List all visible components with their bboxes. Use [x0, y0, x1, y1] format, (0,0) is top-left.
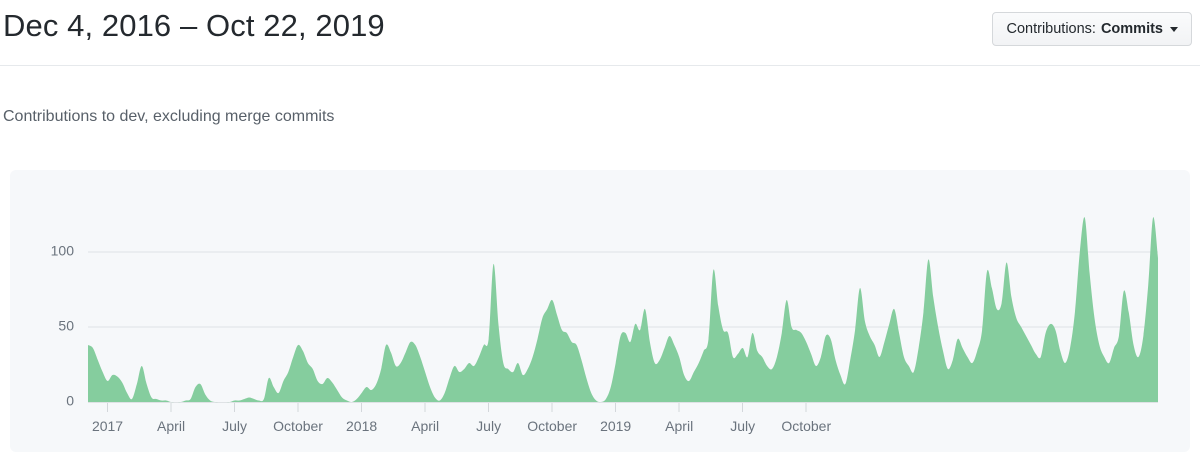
svg-text:October: October: [273, 418, 323, 434]
svg-text:2019: 2019: [600, 418, 631, 434]
svg-text:April: April: [411, 418, 439, 434]
svg-text:2017: 2017: [92, 418, 123, 434]
svg-text:July: July: [222, 418, 247, 434]
svg-text:April: April: [665, 418, 693, 434]
svg-text:50: 50: [58, 318, 74, 334]
contributions-area-chart[interactable]: 0 50 100 2017 April July October 2018 April July…: [10, 170, 1190, 452]
gridlines: [88, 251, 1158, 403]
page-title: Dec 4, 2016 – Oct 22, 2019: [3, 8, 385, 43]
chart-description: Contributions to dev, excluding merge co…: [3, 108, 335, 125]
svg-text:100: 100: [51, 243, 75, 259]
page-header: Dec 4, 2016 – Oct 22, 2019 Contributions…: [0, 0, 1200, 66]
contributions-dropdown-value: Commits: [1100, 21, 1163, 37]
x-axis-tick-marks: [107, 403, 807, 412]
contributions-dropdown-label: Contributions:: [1006, 21, 1096, 37]
svg-text:October: October: [527, 418, 577, 434]
y-axis-tick-labels: 0 50 100: [51, 243, 75, 409]
x-axis-tick-labels: 2017 April July October 2018 April July October…: [92, 418, 831, 434]
svg-text:July: July: [730, 418, 755, 434]
contributions-chart-panel: 0 50 100 2017 April July October 2018 April July…: [10, 170, 1190, 452]
svg-text:April: April: [157, 418, 185, 434]
svg-text:2018: 2018: [346, 418, 377, 434]
svg-text:0: 0: [66, 393, 74, 409]
svg-text:July: July: [476, 418, 501, 434]
commits-area-series: [88, 217, 1158, 403]
svg-text:October: October: [781, 418, 831, 434]
chevron-down-icon: [1170, 26, 1178, 32]
contributions-type-dropdown[interactable]: Contributions: Commits: [992, 12, 1192, 46]
